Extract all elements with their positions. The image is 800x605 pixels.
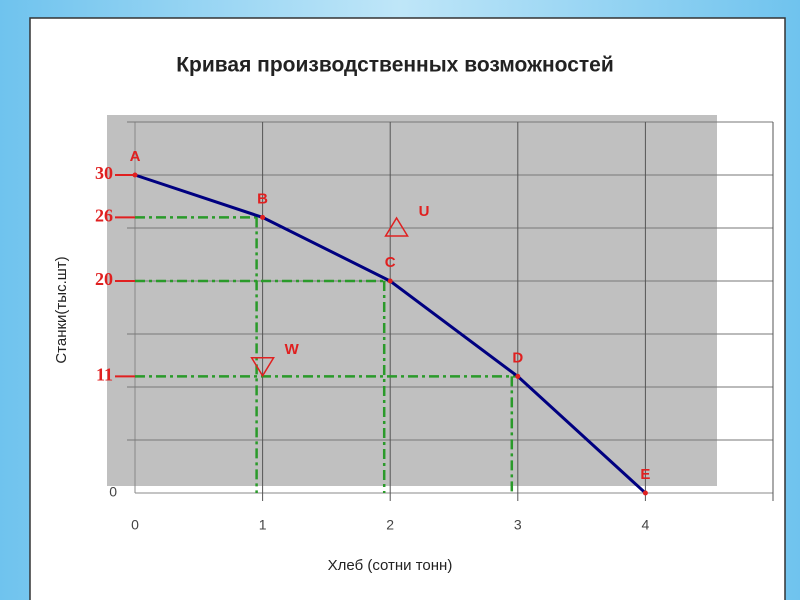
marker-label: U [419, 203, 430, 220]
point-label: D [512, 349, 523, 366]
marker [384, 216, 409, 237]
point-label: C [385, 254, 396, 271]
highlight-tick-label: 11 [96, 365, 113, 385]
guide-line [135, 216, 263, 493]
highlight-tick-label: 26 [95, 206, 113, 226]
x-tick-label: 4 [642, 517, 650, 533]
point [515, 373, 521, 379]
plot-background [107, 115, 717, 486]
x-axis-label: Хлеб (сотни тонн) [328, 557, 453, 574]
point [642, 490, 648, 496]
y-tick-label: 0 [109, 484, 117, 500]
marker-label: W [285, 341, 300, 358]
point-label: E [640, 466, 650, 483]
highlight-tick-label: 20 [95, 269, 113, 289]
point [387, 278, 393, 284]
highlight-tick-label: 30 [95, 163, 113, 183]
x-tick-label: 3 [514, 517, 522, 533]
guide-line [135, 279, 391, 493]
y-axis-label: Станки(тыс.шт) [53, 256, 70, 363]
guide-line [135, 375, 518, 493]
point [132, 172, 138, 178]
marker [250, 357, 275, 378]
point [260, 214, 266, 220]
x-tick-label: 2 [386, 517, 394, 533]
x-tick-label: 0 [131, 517, 139, 533]
chart-title: Кривая производственных возможностей [176, 54, 614, 77]
point-label: B [257, 190, 268, 207]
x-tick-label: 1 [259, 517, 267, 533]
point-label: A [130, 148, 141, 165]
